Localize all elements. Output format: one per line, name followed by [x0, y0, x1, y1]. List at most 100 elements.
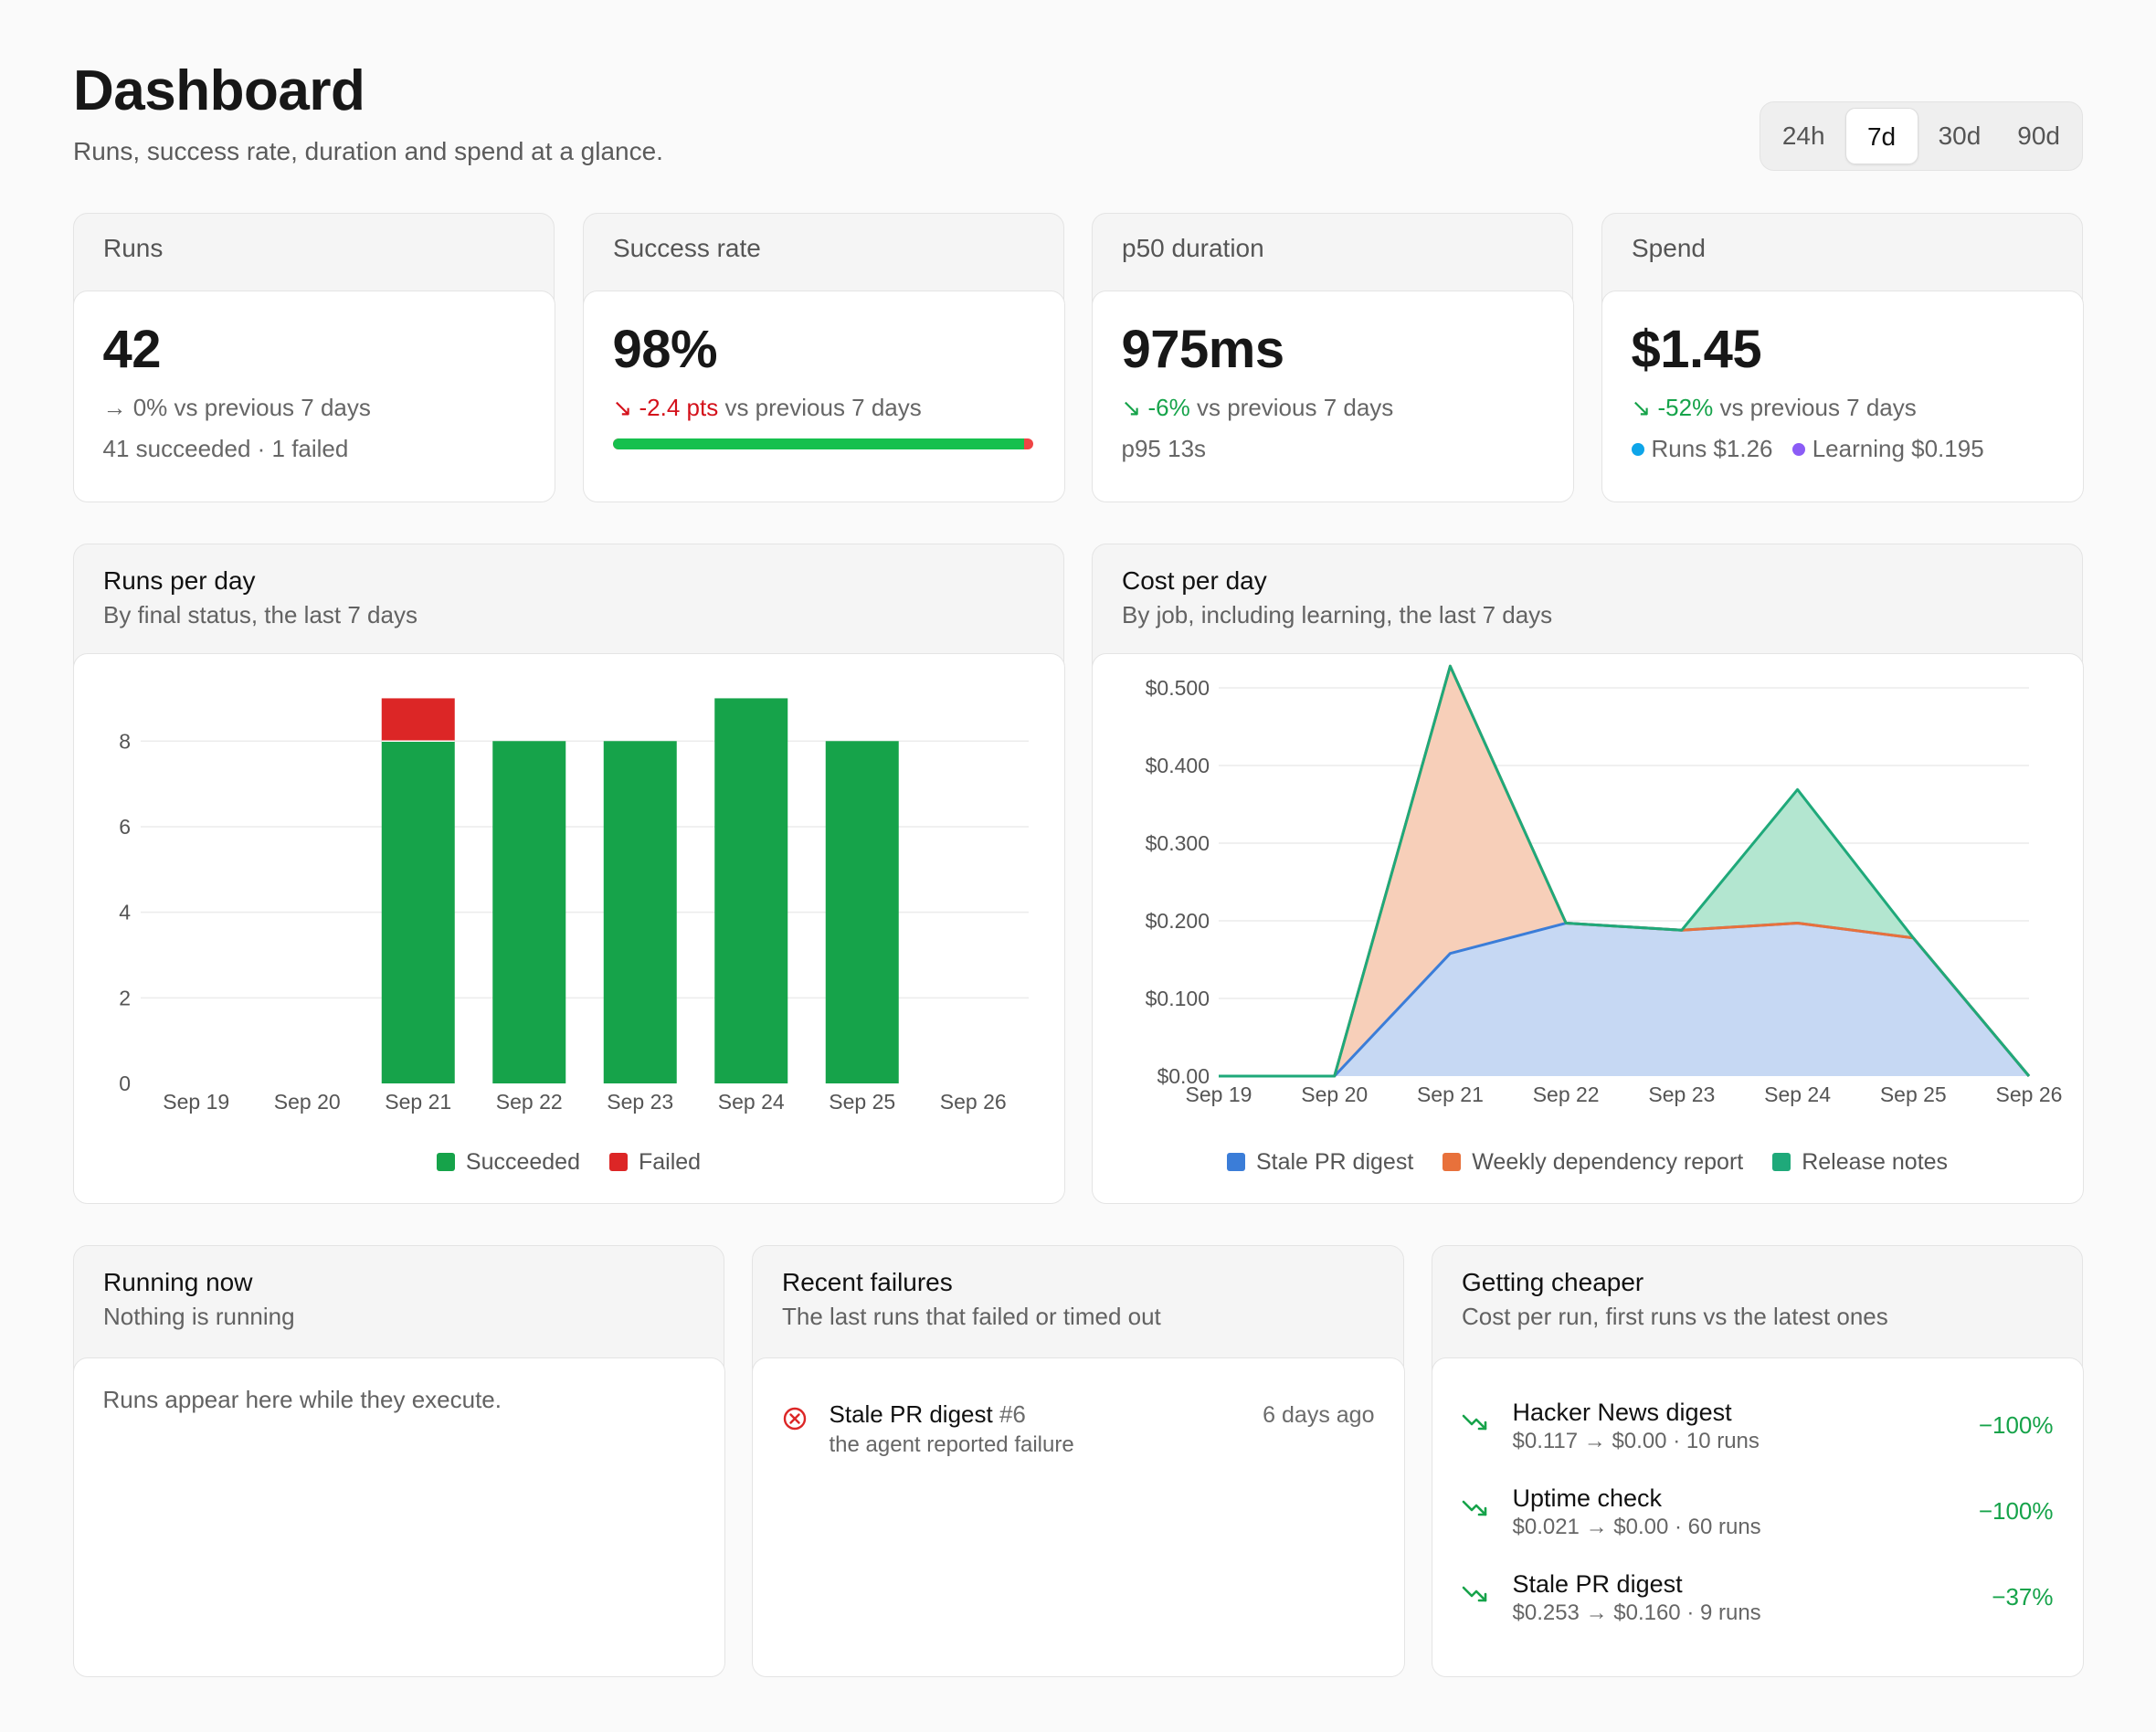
failure-time: 6 days ago [1263, 1402, 1375, 1428]
cost-change: −37% [1992, 1583, 2054, 1611]
y-tick-label: $0.00 [1157, 1064, 1210, 1088]
legend-label: Release notes [1802, 1148, 1949, 1175]
x-tick-label: Sep 24 [717, 1090, 784, 1114]
card-title: Cost per day [1122, 566, 1267, 595]
bar-failed [381, 698, 455, 742]
getting-cheaper-card: Getting cheaper Cost per run, first runs… [1431, 1245, 2084, 1677]
y-tick-label: 4 [119, 901, 131, 924]
time-range-selector: 24h 7d 30d 90d [1759, 101, 2083, 171]
y-tick-label: 0 [119, 1072, 131, 1095]
failure-row[interactable]: Stale PR digest #6 the agent reported fa… [753, 1358, 1404, 1458]
range-90d-button[interactable]: 90d [2017, 121, 2060, 150]
bar-succeeded [491, 741, 565, 1083]
delta-suffix: vs previous 7 days [167, 394, 371, 421]
list-item[interactable]: Stale PR digest $0.253 → $0.160 · 9 runs… [1432, 1558, 2083, 1643]
card-title: Getting cheaper [1462, 1268, 1644, 1296]
x-tick-label: Sep 19 [163, 1090, 229, 1114]
runs-per-day-chart: 0 2 4 6 8 Sep 19 Sep 20 Sep 21 Sep 22 Sep 23 Sep 2… [119, 698, 1029, 1114]
runs-per-day-card: Runs per day By final status, the last 7… [72, 544, 1065, 1204]
success-rate-bar-fill [612, 438, 1025, 449]
delta-suffix: vs previous 7 days [718, 394, 922, 421]
cost-per-day-card: Cost per day By job, including learning,… [1091, 544, 2084, 1204]
x-tick-label: Sep 20 [273, 1090, 340, 1114]
stat-card-runs: Runs 42 → 0% vs previous 7 days 41 succe… [72, 213, 555, 502]
page-header: Dashboard Runs, success rate, duration a… [73, 55, 663, 166]
getting-cheaper-body: Hacker News digest $0.117 → $0.00 · 10 r… [1431, 1357, 2084, 1677]
stat-value: 98% [612, 320, 718, 379]
legend-item-succeeded: Succeeded [436, 1149, 580, 1176]
x-tick-label: Sep 21 [1416, 1082, 1483, 1106]
spend-breakdown: Runs $1.26 Learning $0.195 [1631, 435, 2054, 463]
bar-succeeded [713, 698, 787, 1083]
stat-extra: p95 13s [1121, 435, 1207, 462]
delta-value: ↘ -2.4 pts [612, 394, 719, 421]
page-title: Dashboard [73, 59, 365, 122]
stat-delta: ↘ -2.4 pts vs previous 7 days [613, 394, 1035, 422]
legend-item-stale-pr-digest: Stale PR digest [1226, 1149, 1413, 1176]
x-tick-label: Sep 26 [939, 1090, 1006, 1114]
bar-succeeded [825, 741, 899, 1083]
x-tick-label: Sep 25 [829, 1090, 895, 1114]
job-name: Hacker News digest [1512, 1399, 1732, 1426]
stat-card-spend: Spend $1.45 ↘ -52% vs previous 7 days Ru… [1601, 213, 2084, 502]
bar-succeeded [603, 741, 677, 1083]
job-name: Stale PR digest [1512, 1570, 1683, 1598]
range-7d-button[interactable]: 7d [1844, 108, 1918, 164]
line-release-notes [1218, 664, 2030, 1078]
y-tick-label: $0.100 [1145, 987, 1209, 1010]
range-30d-button[interactable]: 30d [1938, 121, 1982, 150]
delta-value: → 0% [102, 394, 168, 421]
spend-learning: Learning $0.195 [1812, 435, 1984, 462]
cost-per-day-chart: $0.00 $0.100 $0.200 $0.300 $0.400 $0.500 Sep 1… [1145, 664, 2062, 1106]
card-subtitle: By job, including learning, the last 7 d… [1122, 601, 1553, 628]
card-head: Cost per day By job, including learning,… [1093, 544, 2082, 629]
x-tick-label: Sep 20 [1301, 1082, 1368, 1106]
stat-card-success-rate: Success rate 98% ↘ -2.4 pts vs previous … [582, 213, 1065, 502]
range-24h-button[interactable]: 24h [1781, 121, 1825, 150]
x-tick-label: Sep 25 [1879, 1082, 1946, 1106]
y-tick-label: $0.500 [1145, 676, 1209, 700]
legend-item-weekly-dependency-report: Weekly dependency report [1443, 1149, 1743, 1176]
stat-value: 42 [102, 320, 162, 379]
stat-label: p50 duration [1122, 234, 1264, 262]
legend-item-release-notes: Release notes [1772, 1149, 1948, 1176]
x-tick-label: Sep 22 [1532, 1082, 1599, 1106]
x-tick-label: Sep 24 [1764, 1082, 1831, 1106]
recent-failures-body: Stale PR digest #6 the agent reported fa… [751, 1357, 1405, 1677]
runs-dot-icon [1631, 443, 1644, 456]
cost-legend: Stale PR digest Weekly dependency report… [1093, 1149, 2083, 1176]
x-tick-label: Sep 21 [385, 1090, 451, 1114]
card-subtitle: By final status, the last 7 days [103, 601, 417, 628]
stat-body: 98% ↘ -2.4 pts vs previous 7 days [582, 290, 1065, 502]
bar-succeeded [381, 741, 455, 1083]
error-circle-icon [782, 1406, 808, 1436]
cost-detail: $0.253 → $0.160 · 9 runs [1512, 1600, 1761, 1625]
trending-down-icon [1462, 1497, 1491, 1524]
card-subtitle: Nothing is running [103, 1303, 295, 1330]
trending-down-icon [1462, 1583, 1491, 1610]
stale-pr-swatch-icon [1226, 1153, 1245, 1171]
y-tick-label: 2 [119, 986, 131, 1009]
cost-change: −100% [1978, 1411, 2054, 1439]
stat-delta: → 0% vs previous 7 days [103, 394, 525, 422]
x-tick-label: Sep 23 [1648, 1082, 1715, 1106]
trending-down-icon [1462, 1411, 1491, 1438]
runs-legend: Succeeded Failed [74, 1149, 1064, 1176]
legend-item-failed: Failed [609, 1149, 701, 1176]
failure-reason: the agent reported failure [829, 1432, 1074, 1457]
runs-chart-body: 0 2 4 6 8 Sep 19 Sep 20 Sep 21 Sep 22 Sep 23 Sep 2… [72, 653, 1065, 1204]
list-item[interactable]: Uptime check $0.021 → $0.00 · 60 runs −1… [1432, 1472, 2083, 1558]
delta-value: ↘ -52% [1631, 394, 1714, 421]
cost-detail: $0.117 → $0.00 · 10 runs [1512, 1429, 1760, 1453]
stat-value: $1.45 [1631, 320, 1762, 379]
card-head: Running now Nothing is running [74, 1246, 724, 1331]
stat-body: 975ms ↘ -6% vs previous 7 days p95 13s [1091, 290, 1574, 502]
recent-failures-card: Recent failures The last runs that faile… [751, 1245, 1405, 1677]
stat-extra: 41 succeeded · 1 failed [102, 435, 349, 462]
cost-change: −100% [1978, 1497, 2054, 1525]
card-subtitle: Cost per run, first runs vs the latest o… [1462, 1303, 1888, 1330]
failure-run-number: #6 [999, 1400, 1026, 1428]
y-tick-label: $0.300 [1145, 831, 1209, 855]
list-item[interactable]: Hacker News digest $0.117 → $0.00 · 10 r… [1432, 1386, 2083, 1472]
